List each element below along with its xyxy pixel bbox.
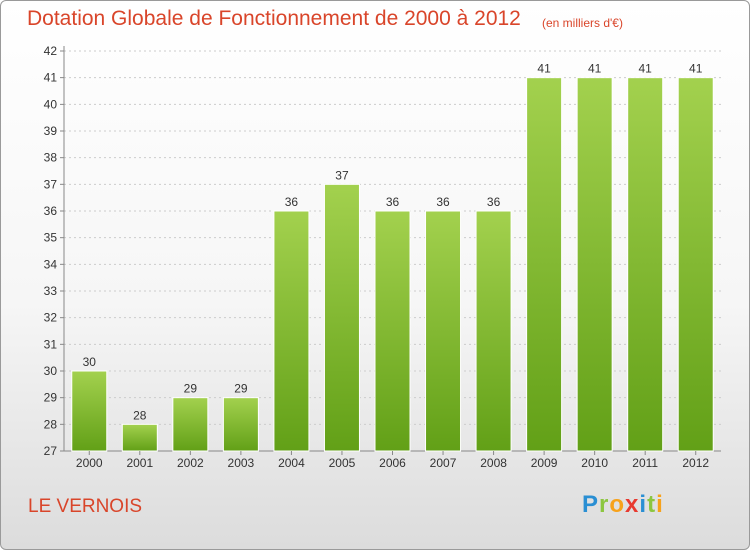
bar-value-label-2006: 36 <box>386 195 400 209</box>
y-tick-label-41: 41 <box>44 71 58 85</box>
bar-2010 <box>576 77 613 452</box>
y-tick-label-37: 37 <box>44 177 58 191</box>
y-tick-label-39: 39 <box>44 124 58 138</box>
x-tick-label-2000: 2000 <box>76 456 103 470</box>
y-tick-label-42: 42 <box>44 44 58 58</box>
chart-subtitle: (en milliers d'€) <box>542 16 623 30</box>
y-tick-label-28: 28 <box>44 417 58 431</box>
bar-2003 <box>222 397 259 452</box>
x-tick-label-2012: 2012 <box>682 456 709 470</box>
y-tick-label-33: 33 <box>44 284 58 298</box>
bar-2000 <box>71 370 108 452</box>
y-tick-label-27: 27 <box>44 444 58 458</box>
bar-value-label-2012: 41 <box>689 62 703 76</box>
bar-2008 <box>475 210 512 452</box>
x-tick-label-2010: 2010 <box>581 456 608 470</box>
bar-2011 <box>627 77 664 452</box>
bar-2001 <box>121 423 158 452</box>
y-tick-label-35: 35 <box>44 231 58 245</box>
x-tick-label-2008: 2008 <box>480 456 507 470</box>
y-tick-label-34: 34 <box>44 257 58 271</box>
y-tick-label-30: 30 <box>44 364 58 378</box>
bar-2009 <box>526 77 563 452</box>
bar-value-label-2004: 36 <box>285 195 299 209</box>
x-tick-label-2006: 2006 <box>379 456 406 470</box>
y-tick-label-29: 29 <box>44 391 58 405</box>
x-tick-label-2001: 2001 <box>126 456 153 470</box>
bar-value-label-2001: 28 <box>133 408 147 422</box>
bar-2005 <box>323 183 360 452</box>
y-tick-label-40: 40 <box>44 97 58 111</box>
bar-value-label-2007: 36 <box>436 195 450 209</box>
x-tick-label-2007: 2007 <box>430 456 457 470</box>
proxiti-logo[interactable]: Proxiti <box>582 491 664 518</box>
bar-value-label-2002: 29 <box>184 382 198 396</box>
bar-2004 <box>273 210 310 452</box>
bar-value-label-2011: 41 <box>639 62 653 76</box>
x-tick-label-2005: 2005 <box>329 456 356 470</box>
x-tick-label-2004: 2004 <box>278 456 305 470</box>
bar-value-label-2010: 41 <box>588 62 602 76</box>
bar-value-label-2005: 37 <box>335 168 349 182</box>
bar-2006 <box>374 210 411 452</box>
y-tick-label-36: 36 <box>44 204 58 218</box>
x-tick-label-2003: 2003 <box>228 456 255 470</box>
bar-2007 <box>425 210 462 452</box>
y-tick-label-31: 31 <box>44 337 58 351</box>
y-tick-label-32: 32 <box>44 311 58 325</box>
bar-value-label-2008: 36 <box>487 195 501 209</box>
x-tick-label-2011: 2011 <box>632 456 658 470</box>
commune-name: LE VERNOIS <box>28 496 143 517</box>
chart-title: Dotation Globale de Fonctionnement de 20… <box>27 7 521 30</box>
x-tick-label-2009: 2009 <box>531 456 558 470</box>
x-tick-label-2002: 2002 <box>177 456 204 470</box>
y-tick-label-38: 38 <box>44 151 58 165</box>
bar-value-label-2003: 29 <box>234 382 248 396</box>
bar-value-label-2009: 41 <box>537 62 551 76</box>
bar-2012 <box>677 77 714 452</box>
bar-value-label-2000: 30 <box>83 355 97 369</box>
bar-2002 <box>172 397 209 452</box>
